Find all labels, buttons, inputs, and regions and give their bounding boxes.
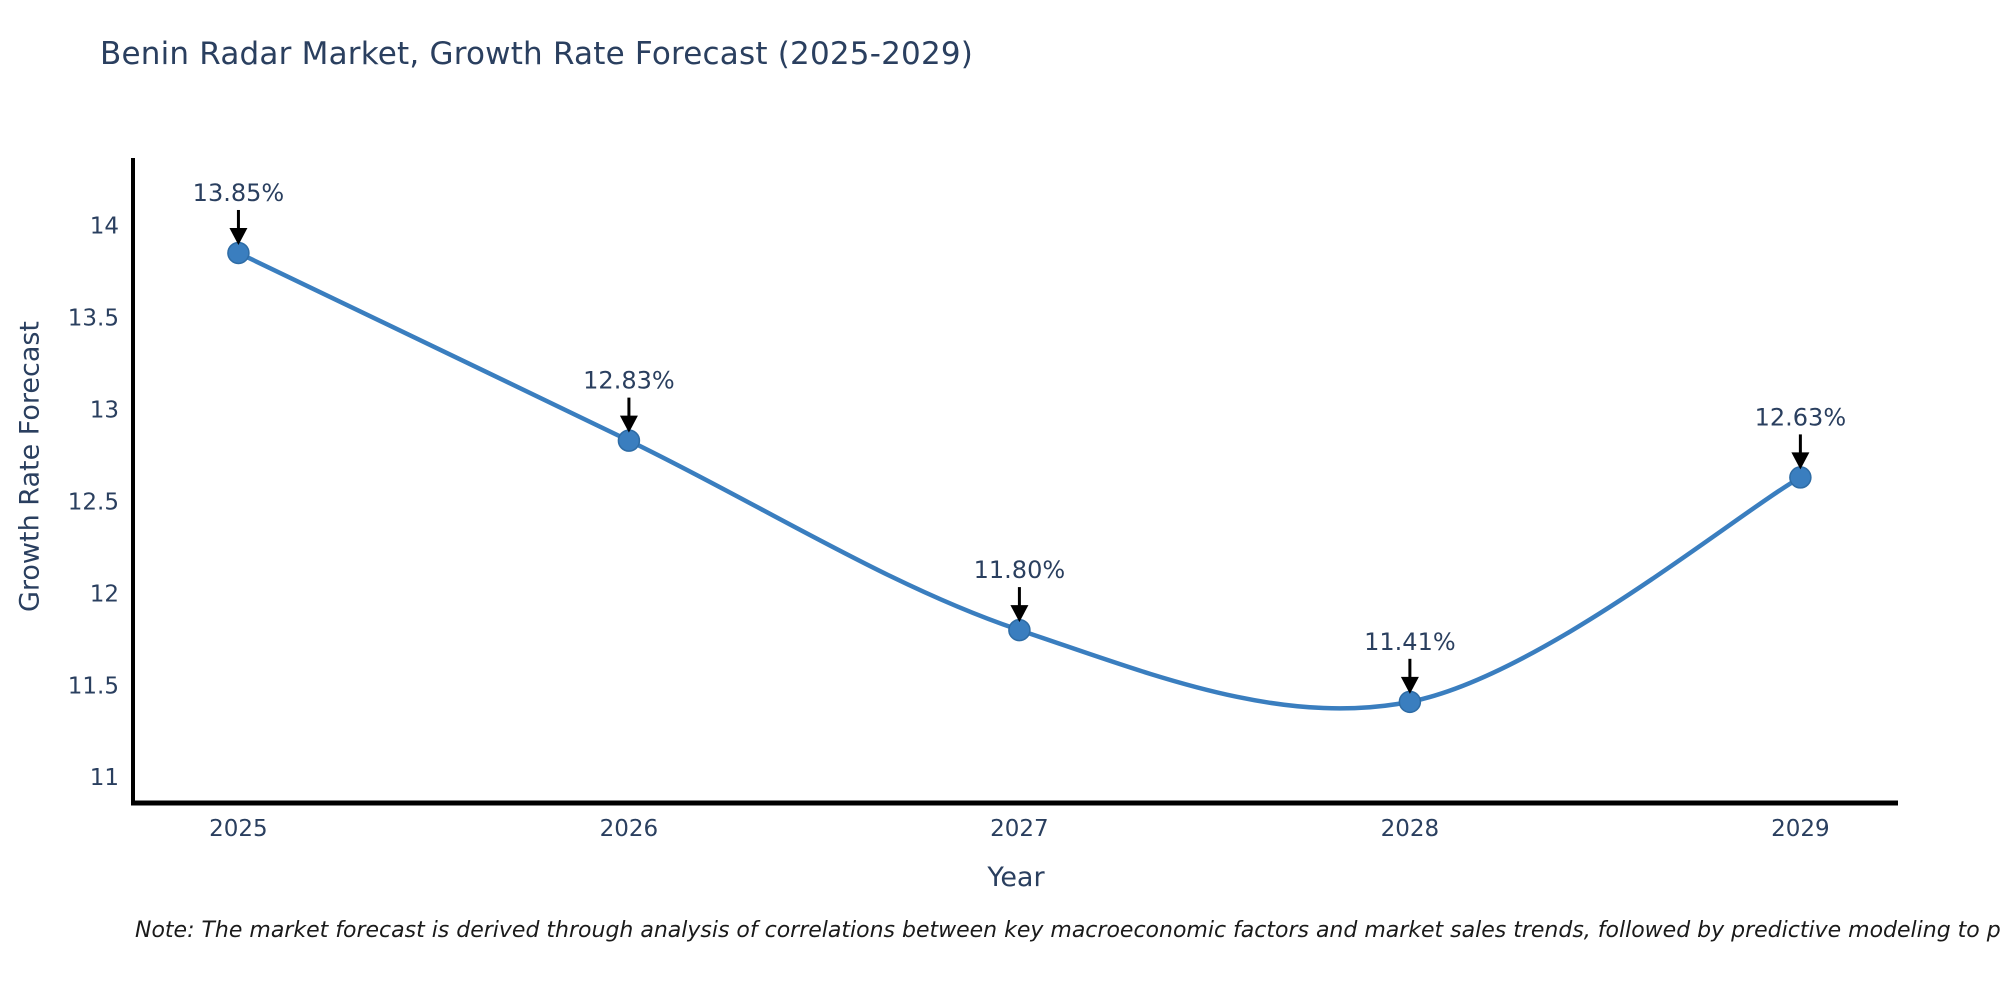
annotation-arrowhead-2025 xyxy=(229,227,248,245)
y-axis-title: Growth Rate Forecast xyxy=(14,320,46,613)
y-tick-label-12: 12 xyxy=(90,581,119,607)
point-label-2025: 13.85% xyxy=(193,179,285,207)
point-label-2028: 11.41% xyxy=(1364,628,1456,656)
y-tick-label-12.5: 12.5 xyxy=(68,489,119,515)
y-tick-label-11.5: 11.5 xyxy=(68,673,119,699)
data-point-2028[interactable] xyxy=(1398,690,1422,714)
point-label-2029: 12.63% xyxy=(1755,403,1847,431)
point-label-2027: 11.80% xyxy=(974,556,1066,584)
annotation-arrowhead-2028 xyxy=(1400,676,1419,694)
annotation-arrowhead-2026 xyxy=(619,415,638,433)
x-axis-title: Year xyxy=(987,862,1045,893)
footnote: Note: The market forecast is derived thr… xyxy=(135,918,2000,943)
annotation-arrowhead-2029 xyxy=(1791,452,1810,470)
x-tick-label-2028: 2028 xyxy=(1381,816,1440,842)
y-tick-label-11: 11 xyxy=(90,765,119,791)
x-tick-label-2029: 2029 xyxy=(1771,816,1830,842)
point-label-2026: 12.83% xyxy=(583,367,675,395)
data-point-2025[interactable] xyxy=(227,241,250,265)
data-point-2026[interactable] xyxy=(617,429,641,452)
y-tick-label-13.5: 13.5 xyxy=(68,305,119,331)
annotation-arrowhead-2027 xyxy=(1010,605,1029,623)
x-tick-label-2027: 2027 xyxy=(990,816,1049,842)
data-point-2029[interactable] xyxy=(1789,466,1812,489)
x-tick-label-2026: 2026 xyxy=(600,816,659,842)
y-tick-label-13: 13 xyxy=(90,397,119,423)
data-point-2027[interactable] xyxy=(1008,618,1031,642)
chart-title: Benin Radar Market, Growth Rate Forecast… xyxy=(100,36,974,72)
x-tick-label-2025: 2025 xyxy=(209,816,268,842)
y-tick-label-14: 14 xyxy=(90,213,119,239)
